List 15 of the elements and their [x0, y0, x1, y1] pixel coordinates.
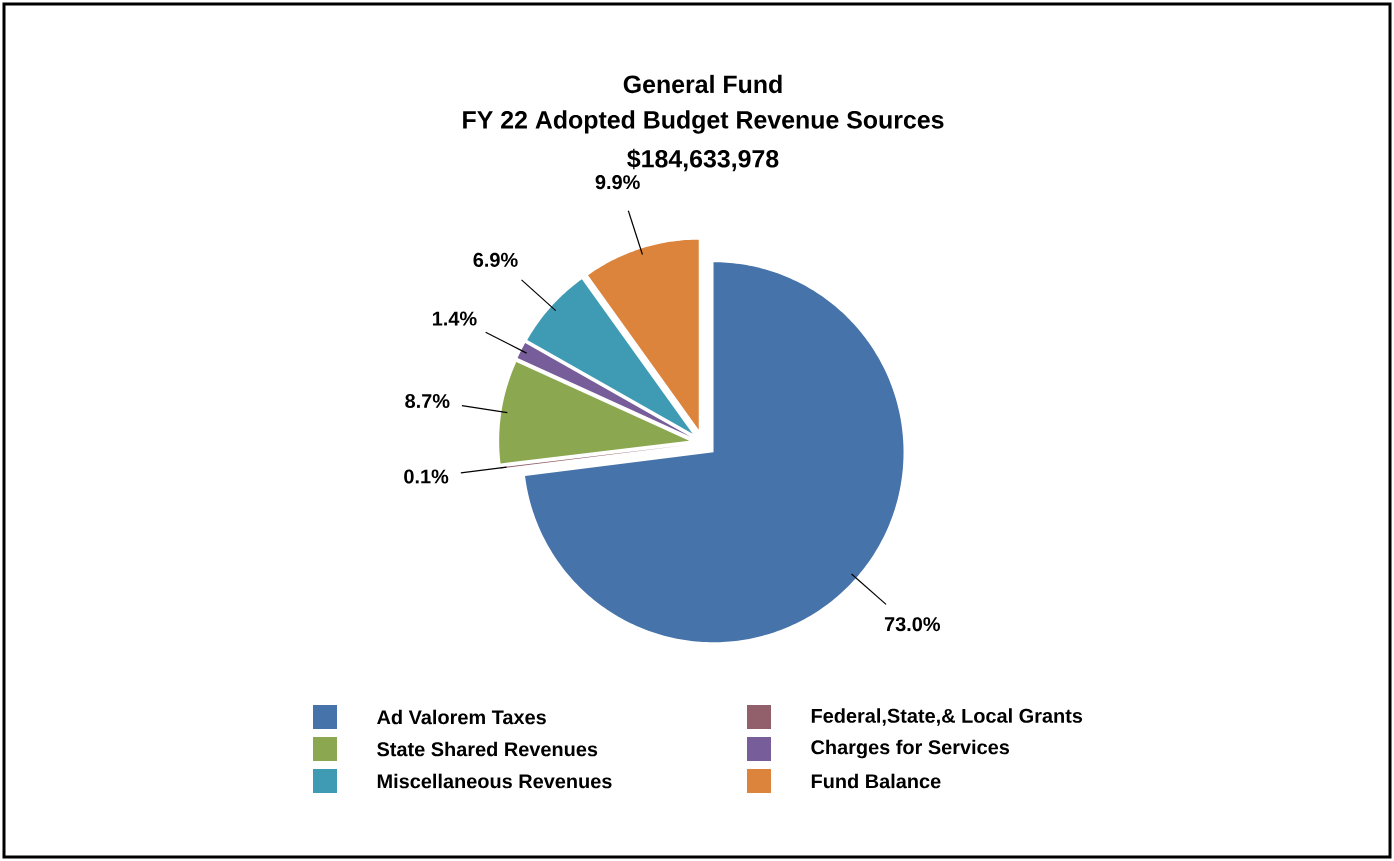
legend-label: Fund Balance [811, 773, 941, 789]
legend-label: Ad Valorem Taxes [377, 709, 546, 725]
chart-subtitle: FY 22 Adopted Budget Revenue Sources [463, 110, 944, 134]
data-label: 8.7% [405, 393, 450, 409]
chart-title: General Fund [623, 74, 782, 94]
legend-label: State Shared Revenues [377, 741, 598, 757]
text: $184,633,978 [627, 148, 779, 172]
data-label: 0.1% [404, 469, 449, 484]
data-label: 6.9% [473, 252, 518, 267]
data-label: 1.4% [432, 311, 477, 326]
legend-label: Miscellaneous Revenues [377, 773, 612, 789]
legend-label: Federal,State,& Local Grants [811, 708, 1083, 726]
legend-label: Charges for Services [811, 739, 1010, 759]
data-label: 73.0% [884, 617, 941, 632]
data-label: 9.9% [595, 175, 640, 190]
